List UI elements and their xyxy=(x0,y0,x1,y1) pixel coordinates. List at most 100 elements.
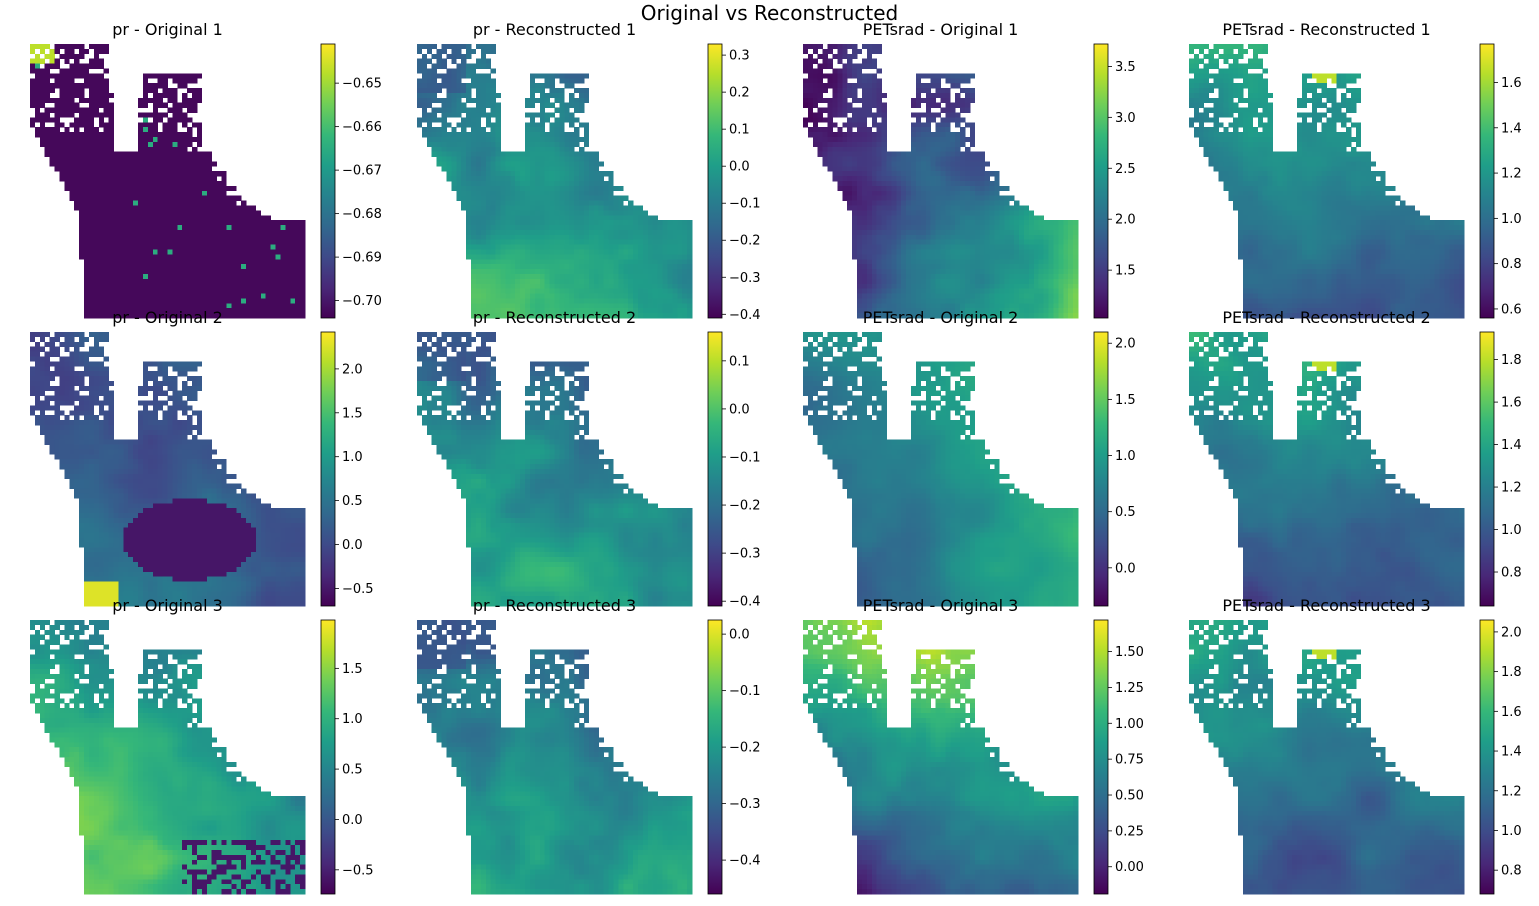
heatmap-cell xyxy=(564,190,570,196)
heatmap-cell xyxy=(441,141,447,148)
heatmap-cell xyxy=(475,259,482,265)
heatmap-cell xyxy=(920,122,927,128)
heatmap-cell xyxy=(44,88,50,94)
heatmap-cell xyxy=(871,239,877,245)
heatmap-cell xyxy=(842,161,848,167)
heatmap-cell xyxy=(187,200,193,206)
heatmap-cell xyxy=(182,254,188,260)
heatmap-cell xyxy=(911,234,917,241)
heatmap-cell xyxy=(231,210,237,216)
heatmap-cell xyxy=(687,264,693,270)
heatmap-cell xyxy=(554,97,560,104)
heatmap-cell xyxy=(500,161,506,167)
heatmap-cell xyxy=(1019,220,1025,226)
heatmap-cell xyxy=(984,190,990,196)
heatmap-cell xyxy=(871,171,877,177)
heatmap-cell xyxy=(657,220,663,226)
heatmap-cell xyxy=(965,102,971,108)
heatmap-cell xyxy=(152,259,158,265)
heatmap-cell xyxy=(138,132,144,138)
heatmap-cell xyxy=(583,166,590,172)
heatmap-cell xyxy=(955,195,961,201)
heatmap-cell xyxy=(915,210,922,216)
heatmap-cell xyxy=(950,200,956,206)
heatmap-cell xyxy=(79,48,85,55)
heatmap-cell xyxy=(969,220,976,226)
heatmap-cell xyxy=(827,97,833,104)
heatmap-cell xyxy=(950,78,956,84)
heatmap-cell xyxy=(920,205,927,211)
heatmap-cell xyxy=(255,225,262,231)
heatmap-cell xyxy=(984,225,990,231)
heatmap-cell xyxy=(118,239,124,245)
heatmap-cell xyxy=(74,88,80,94)
heatmap-cell xyxy=(608,225,614,231)
heatmap-cell xyxy=(98,273,104,280)
heatmap-cell xyxy=(280,239,286,245)
heatmap-cell xyxy=(98,102,104,108)
heatmap-cell xyxy=(817,73,823,79)
heatmap-cell xyxy=(915,229,922,236)
heatmap-cell xyxy=(74,205,80,211)
heatmap-cell xyxy=(236,239,242,245)
heatmap-cell xyxy=(569,269,575,275)
heatmap-cell xyxy=(187,254,193,260)
heatmap-cell xyxy=(979,176,985,182)
heatmap-cell xyxy=(852,166,858,172)
heatmap-cell xyxy=(925,220,931,226)
heatmap-cell xyxy=(652,273,658,280)
heatmap-cell xyxy=(490,132,496,138)
heatmap-cell xyxy=(480,151,487,157)
heatmap-cell xyxy=(662,269,668,275)
heatmap-cell xyxy=(637,264,644,270)
heatmap-cell xyxy=(529,127,536,133)
heatmap-cell xyxy=(157,185,163,192)
heatmap-cell xyxy=(505,151,511,157)
heatmap-cell xyxy=(69,44,75,50)
heatmap-cell xyxy=(569,264,575,270)
heatmap-cell xyxy=(955,254,961,260)
heatmap-cell xyxy=(564,136,570,143)
heatmap-cell xyxy=(974,234,981,241)
heatmap-cell xyxy=(1073,239,1079,245)
heatmap-cell xyxy=(74,127,80,133)
heatmap-cell xyxy=(847,190,853,196)
heatmap-cell xyxy=(54,166,60,172)
heatmap-cell xyxy=(647,225,654,231)
heatmap-cell xyxy=(1028,210,1035,216)
heatmap-cell xyxy=(167,234,173,241)
heatmap-cell xyxy=(103,234,109,241)
heatmap-cell xyxy=(285,225,291,231)
heatmap-cell xyxy=(475,78,482,84)
heatmap-cell xyxy=(569,259,575,265)
heatmap-cell xyxy=(167,259,173,265)
heatmap-cell xyxy=(108,283,114,289)
heatmap-cell xyxy=(637,215,644,221)
heatmap-cell xyxy=(84,273,90,280)
heatmap-cell xyxy=(510,161,516,167)
heatmap-cell xyxy=(807,58,814,64)
heatmap-cell xyxy=(39,83,46,89)
heatmap-cell xyxy=(221,195,227,201)
heatmap-cell xyxy=(74,200,80,206)
heatmap-cell xyxy=(857,171,863,177)
heatmap-cell xyxy=(960,190,966,196)
heatmap-cell xyxy=(881,141,887,148)
heatmap-cell xyxy=(118,156,124,162)
heatmap-cell xyxy=(505,273,511,280)
heatmap-cell xyxy=(152,92,158,99)
heatmap-cell xyxy=(979,151,985,157)
heatmap-cell xyxy=(480,254,487,260)
heatmap-cell xyxy=(583,156,590,162)
heatmap-cell xyxy=(490,234,496,241)
heatmap-cell xyxy=(529,205,536,211)
heatmap-cell xyxy=(564,205,570,211)
heatmap-cell xyxy=(593,273,599,280)
heatmap-cell xyxy=(633,269,639,275)
heatmap-cell xyxy=(69,92,75,99)
heatmap-cell xyxy=(192,205,198,211)
heatmap-cell xyxy=(152,171,158,177)
heatmap-cell xyxy=(84,146,90,152)
heatmap-cell xyxy=(216,308,222,314)
heatmap-cell xyxy=(456,176,462,182)
